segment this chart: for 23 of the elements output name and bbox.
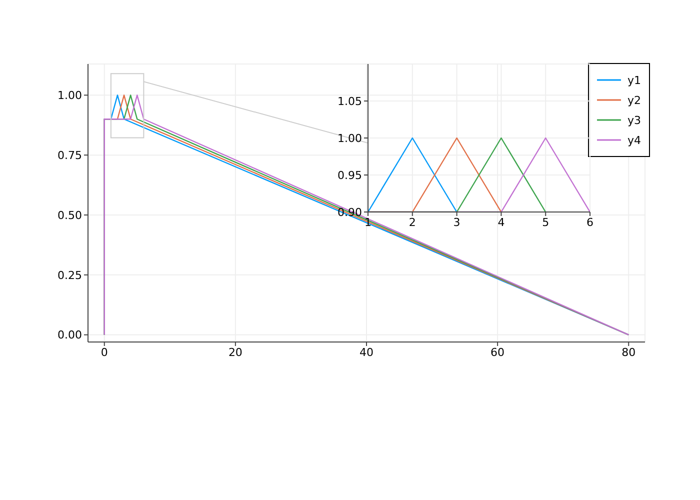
y-tick-label: 1.00	[338, 132, 362, 145]
y-tick-label: 0.50	[58, 208, 82, 222]
legend-label: y2	[627, 94, 641, 106]
y-tick-label: 0.25	[58, 268, 82, 282]
x-tick-label: 0	[100, 346, 108, 359]
x-tick-label: 60	[490, 346, 505, 359]
x-tick-label: 40	[360, 346, 374, 359]
y-tick-label: 0.95	[338, 168, 362, 182]
x-tick-label: 80	[622, 346, 636, 359]
y-tick-label: 1.05	[338, 94, 362, 108]
y-tick-label: 1.00	[58, 89, 82, 102]
x-tick-label: 4	[498, 216, 505, 229]
y-tick-label: 0.75	[58, 148, 82, 162]
x-tick-label: 3	[453, 216, 460, 229]
x-tick-label: 5	[542, 216, 550, 229]
x-tick-label: 2	[408, 216, 416, 229]
legend-label: y3	[627, 114, 641, 126]
x-tick-label: 1	[364, 216, 372, 229]
x-tick-label: 20	[228, 346, 242, 359]
legend-label: y1	[627, 74, 641, 86]
x-tick-label: 6	[586, 216, 594, 229]
legend-label: y4	[627, 134, 641, 146]
y-tick-label: 0.00	[58, 328, 82, 342]
